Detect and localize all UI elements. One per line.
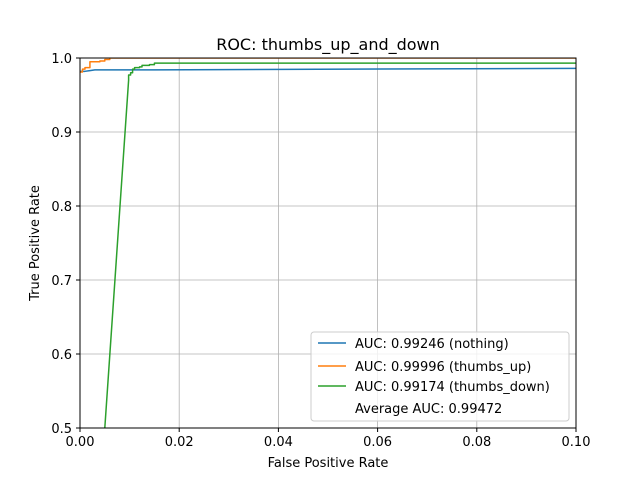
x-axis-label: False Positive Rate xyxy=(268,456,389,471)
x-tick-label: 0.06 xyxy=(363,435,392,450)
legend: AUC: 0.99246 (nothing) AUC: 0.99996 (thum… xyxy=(310,331,570,422)
y-tick-label: 1.0 xyxy=(51,52,72,67)
y-tick-label: 0.9 xyxy=(51,126,72,141)
legend-label-2: AUC: 0.99174 (thumbs_down) xyxy=(355,380,550,395)
y-tick-label: 0.6 xyxy=(51,348,72,363)
x-tick-label: 0.10 xyxy=(562,435,591,450)
series-lines xyxy=(80,58,576,428)
series-line-0 xyxy=(80,67,576,73)
x-tick-label: 0.00 xyxy=(66,435,95,450)
legend-label-0: AUC: 0.99246 (nothing) xyxy=(355,337,509,352)
grid-lines xyxy=(79,57,577,429)
x-tick-label: 0.04 xyxy=(264,435,293,450)
series-line-1 xyxy=(80,58,576,73)
x-tick-label: 0.08 xyxy=(462,435,491,450)
y-tick-label: 0.8 xyxy=(51,200,72,215)
x-tick-label: 0.02 xyxy=(165,435,194,450)
plot-frame xyxy=(79,57,577,429)
legend-box xyxy=(310,331,570,422)
series-line-2 xyxy=(104,62,576,428)
legend-average-auc: Average AUC: 0.99472 xyxy=(355,402,502,417)
x-axis-ticks: 0.00 0.02 0.04 0.06 0.08 0.10 xyxy=(66,428,591,450)
y-axis-ticks: 0.5 0.6 0.7 0.8 0.9 1.0 xyxy=(51,52,80,437)
y-axis-label: True Positive Rate xyxy=(28,185,43,302)
y-tick-label: 0.5 xyxy=(51,422,72,437)
y-tick-label: 0.7 xyxy=(51,274,72,289)
legend-label-1: AUC: 0.99996 (thumbs_up) xyxy=(355,360,531,375)
chart-title: ROC: thumbs_up_and_down xyxy=(216,35,440,55)
